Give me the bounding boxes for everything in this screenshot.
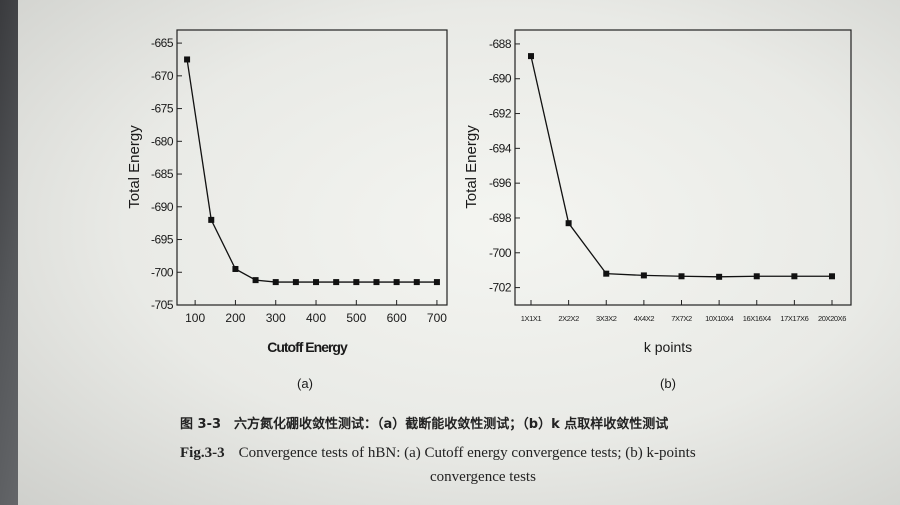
chart-b-xtick-label: 16X16X4 xyxy=(743,314,771,323)
chart-b-ytick-label: -702 xyxy=(489,281,512,295)
chart-a-xtick-label: 700 xyxy=(427,311,447,325)
chart-b: -688 -690 -692 -694 -696 -698 -700 -702 1X1X1 2X… xyxy=(463,29,852,391)
chart-a-ytick-label: -690 xyxy=(151,200,174,214)
chart-a-data-point xyxy=(313,279,320,286)
chart-a-ytick-label: -680 xyxy=(151,134,174,148)
chart-b-ytick-label: -688 xyxy=(489,37,512,51)
figure-caption-chinese: 图 3-3 六方氮化硼收敛性测试：（a）截断能收敛性测试；（b）k 点取样收敛性… xyxy=(180,417,669,432)
chart-b-xtick-label: 3X3X2 xyxy=(596,314,617,323)
chart-a-data-point xyxy=(353,279,360,286)
chart-a-ytick-label: -675 xyxy=(151,102,174,116)
chart-b-x-ticks: 1X1X1 2X2X2 3X3X2 4X4X2 7X7X2 10X10X4 16X16X4 1… xyxy=(521,300,847,323)
chart-b-xtick-label: 10X10X4 xyxy=(705,314,733,323)
chart-b-xtick-label: 7X7X2 xyxy=(671,314,692,323)
chart-a-data-point xyxy=(292,279,299,286)
chart-a-data-point xyxy=(252,277,259,284)
chart-b-data-point xyxy=(565,220,572,227)
chart-b-y-ticks: -688 -690 -692 -694 -696 -698 -700 -702 xyxy=(489,37,520,295)
chart-b-ytick-label: -692 xyxy=(489,107,512,121)
chart-a-data-point xyxy=(208,216,215,223)
chart-b-data-point xyxy=(791,273,798,280)
chart-b-xlabel: k points xyxy=(644,339,692,355)
chart-a-y-ticks: -665 -670 -675 -680 -685 -690 -695 -700 -705 xyxy=(151,36,182,312)
chart-a-ytick-label: -665 xyxy=(151,36,174,50)
chart-a-ytick-label: -705 xyxy=(151,298,174,312)
chart-b-xtick-label: 1X1X1 xyxy=(521,314,542,323)
chart-a-ytick-label: -685 xyxy=(151,167,174,181)
chart-a-ylabel: Total Energy xyxy=(126,125,143,209)
chart-a: -665 -670 -675 -680 -685 -690 -695 -700 -705 100… xyxy=(126,29,448,391)
chart-a-frame xyxy=(176,29,448,306)
chart-b-xtick-label: 20X20X6 xyxy=(818,314,846,323)
chart-b-data-point xyxy=(603,270,610,277)
chart-b-data-point xyxy=(678,273,685,280)
figure-caption-english: Fig.3-3 Convergence tests of hBN: (a) Cut… xyxy=(180,441,820,489)
chart-a-xlabel: Cutoff Energy xyxy=(267,339,348,355)
chart-b-xtick-label: 17X17X6 xyxy=(780,314,808,323)
chart-b-panel-label: (b) xyxy=(660,376,676,391)
chart-a-ytick-label: -670 xyxy=(151,69,174,83)
chart-a-ytick-label: -695 xyxy=(151,233,174,247)
chart-a-data-point xyxy=(333,279,340,286)
chart-b-xtick-label: 2X2X2 xyxy=(558,314,579,323)
caption-line-1: Convergence tests of hBN: (a) Cutoff ene… xyxy=(238,445,696,461)
chart-a-markers xyxy=(184,56,440,286)
chart-a-data-point xyxy=(393,279,400,286)
chart-b-markers xyxy=(528,53,835,280)
chart-b-ytick-label: -694 xyxy=(489,141,512,155)
chart-a-xtick-label: 400 xyxy=(306,311,326,325)
chart-a-series-line xyxy=(186,59,437,283)
chart-a-data-point xyxy=(232,265,239,272)
chart-a-data-point xyxy=(433,279,440,286)
chart-a-xtick-label: 200 xyxy=(225,311,245,325)
chart-a-data-point xyxy=(413,279,420,286)
caption-line-2: convergence tests xyxy=(430,469,536,485)
chart-a-ytick-label: -700 xyxy=(151,265,174,279)
chart-b-xtick-label: 4X4X2 xyxy=(634,314,655,323)
figure-number: Fig.3-3 xyxy=(180,445,225,461)
chart-a-xtick-label: 100 xyxy=(185,311,205,325)
chart-a-xtick-label: 300 xyxy=(266,311,286,325)
chart-b-frame xyxy=(514,29,852,306)
chart-b-data-point xyxy=(753,273,760,280)
chart-b-series-line xyxy=(530,55,832,278)
chart-a-xtick-label: 600 xyxy=(387,311,407,325)
chart-a-data-point xyxy=(373,279,380,286)
chart-b-data-point xyxy=(829,273,835,280)
chart-b-data-point xyxy=(528,53,534,60)
chart-b-ytick-label: -696 xyxy=(489,176,512,190)
chart-b-ytick-label: -698 xyxy=(489,211,512,225)
chart-a-x-ticks: 100 200 300 400 500 600 700 xyxy=(185,300,447,325)
chart-b-data-point xyxy=(640,272,647,279)
chart-b-ytick-label: -700 xyxy=(489,246,512,260)
chart-b-ylabel: Total Energy xyxy=(463,125,480,209)
chart-a-data-point xyxy=(272,279,279,286)
chart-a-data-point xyxy=(184,56,191,63)
chart-b-data-point xyxy=(716,273,723,280)
paper-page xyxy=(18,0,900,505)
chart-a-panel-label: (a) xyxy=(297,376,313,391)
chart-a-xtick-label: 500 xyxy=(346,311,366,325)
chart-b-ytick-label: -690 xyxy=(489,72,512,86)
